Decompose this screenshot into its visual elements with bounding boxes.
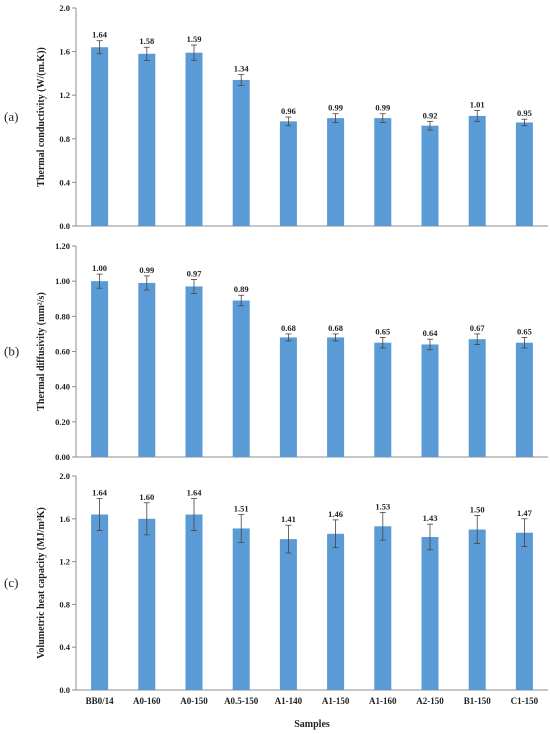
panel-3-x-tick-label: A1-140 <box>275 696 303 706</box>
panel-2-bar <box>138 282 156 457</box>
panel-1-y-axis-label: Thermal conductivity (W/(m.K)) <box>36 47 47 187</box>
panel-2-bar <box>374 342 392 457</box>
panel-3-panel-label: (c) <box>4 575 18 590</box>
panel-3-data-label: 1.60 <box>139 492 154 502</box>
panel-2-data-label: 0.99 <box>139 265 154 275</box>
panel-2-data-label: 0.89 <box>234 284 249 294</box>
panel-1-bar <box>468 115 486 226</box>
panel-3-bar <box>185 514 203 690</box>
panel-2-bar <box>232 300 250 457</box>
panel-1-y-tick-label: 1.2 <box>59 90 70 100</box>
panel-1-y-tick-label: 1.6 <box>59 47 70 57</box>
panel-2-data-label: 0.65 <box>375 326 390 336</box>
panel-3-y-tick-label: 0.8 <box>59 599 70 609</box>
panel-2-y-tick-label: 0.40 <box>55 382 70 392</box>
panel-1-data-label: 1.64 <box>92 30 108 40</box>
panel-1-data-label: 0.95 <box>517 108 532 118</box>
panel-1-bar <box>515 122 533 226</box>
panel-3-bar <box>327 533 345 690</box>
panel-1-data-label: 0.99 <box>328 103 343 113</box>
panel-3-bar <box>468 529 486 690</box>
panel-3-data-label: 1.51 <box>234 504 249 514</box>
panel-3-y-tick-label: 1.2 <box>59 557 70 567</box>
panel-2-y-tick-label: 1.00 <box>55 276 70 286</box>
panel-3-bar <box>515 532 533 690</box>
panel-2-y-tick-label: 0.00 <box>55 452 70 462</box>
panel-1-bar <box>421 125 439 226</box>
panel-2-bar <box>515 342 533 457</box>
panel-1-y-tick-label: 0.0 <box>59 221 70 231</box>
panel-3-data-label: 1.41 <box>281 514 296 524</box>
panel-3-bar <box>421 536 439 690</box>
panel-3-x-tick-label: A0-150 <box>180 696 208 706</box>
panel-1-bar <box>138 53 156 226</box>
panel-1-bar <box>232 79 250 226</box>
panel-1-bar <box>374 118 392 226</box>
panel-3-data-label: 1.50 <box>470 505 485 515</box>
panel-2-bar <box>91 281 109 457</box>
panel-1-data-label: 1.59 <box>187 34 202 44</box>
panel-2-bar <box>421 344 439 457</box>
panel-3-y-tick-label: 2.0 <box>59 471 70 481</box>
panel-2-y-tick-label: 1.20 <box>55 241 70 251</box>
panel-3-bar <box>91 514 109 690</box>
panel-2-data-label: 0.97 <box>187 268 203 278</box>
panel-1-data-label: 1.34 <box>234 63 250 73</box>
panel-1-bar <box>279 121 297 226</box>
panel-3-x-tick-label: A1-160 <box>369 696 397 706</box>
panel-1-panel-label: (a) <box>4 109 18 124</box>
panel-3-x-tick-label: BB0/14 <box>86 696 115 706</box>
panel-1-bar <box>185 52 203 226</box>
panel-1-data-label: 0.96 <box>281 106 296 116</box>
panel-2-data-label: 0.67 <box>470 323 486 333</box>
panel-2-data-label: 0.68 <box>281 323 296 333</box>
panel-2-y-axis-label: Thermal diffusivity (mm²/s) <box>36 292 47 411</box>
panel-3-x-axis-label: Samples <box>294 719 330 730</box>
panel-2-y-tick-label: 0.60 <box>55 347 70 357</box>
panel-2-bar <box>468 339 486 457</box>
panel-2-bar <box>327 337 345 457</box>
panel-3-y-tick-label: 0.0 <box>59 685 70 695</box>
panel-3-x-tick-label: A0-160 <box>133 696 161 706</box>
panel-3-x-tick-label: C1-150 <box>511 696 539 706</box>
panel-3-data-label: 1.53 <box>375 501 390 511</box>
panel-3-x-tick-label: A2-150 <box>416 696 444 706</box>
panel-3-bar <box>279 539 297 690</box>
panel-2-data-label: 0.65 <box>517 326 532 336</box>
panel-3-bar <box>232 528 250 690</box>
panel-3-y-tick-label: 1.6 <box>59 514 70 524</box>
panel-1-data-label: 1.01 <box>470 99 485 109</box>
panel-2-data-label: 0.64 <box>423 328 439 338</box>
panel-2-bar <box>185 286 203 457</box>
panel-1-data-label: 0.99 <box>375 103 390 113</box>
panel-3-data-label: 1.64 <box>187 487 203 497</box>
panel-1-data-label: 1.58 <box>139 36 154 46</box>
panel-2-y-tick-label: 0.80 <box>55 311 70 321</box>
panel-1-data-label: 0.92 <box>423 110 438 120</box>
panel-3-data-label: 1.64 <box>92 487 108 497</box>
panel-1-y-tick-label: 0.8 <box>59 134 70 144</box>
panel-2-panel-label: (b) <box>4 344 19 359</box>
panel-3-data-label: 1.43 <box>423 513 438 523</box>
panel-3-x-tick-label: A1-150 <box>322 696 350 706</box>
panel-2-bar <box>279 337 297 457</box>
panel-3-x-tick-label: A0.5-150 <box>224 696 259 706</box>
panel-3-y-tick-label: 0.4 <box>59 642 70 652</box>
panel-3-y-axis-label: Volumetric heat capacity (MJ/m³K) <box>36 507 47 659</box>
panel-2-y-tick-label: 0.20 <box>55 417 70 427</box>
panel-1-bar <box>327 118 345 226</box>
panel-1-y-tick-label: 2.0 <box>59 3 70 13</box>
panel-1-bar <box>91 47 109 226</box>
panel-3-x-tick-label: B1-150 <box>464 696 492 706</box>
panel-3-bar <box>374 526 392 690</box>
panel-1-y-tick-label: 0.4 <box>59 177 70 187</box>
panel-3-data-label: 1.46 <box>328 509 343 519</box>
panel-3-bar <box>138 518 156 690</box>
panel-2-data-label: 1.00 <box>92 263 107 273</box>
panel-2-data-label: 0.68 <box>328 323 343 333</box>
panel-3-data-label: 1.47 <box>517 508 533 518</box>
